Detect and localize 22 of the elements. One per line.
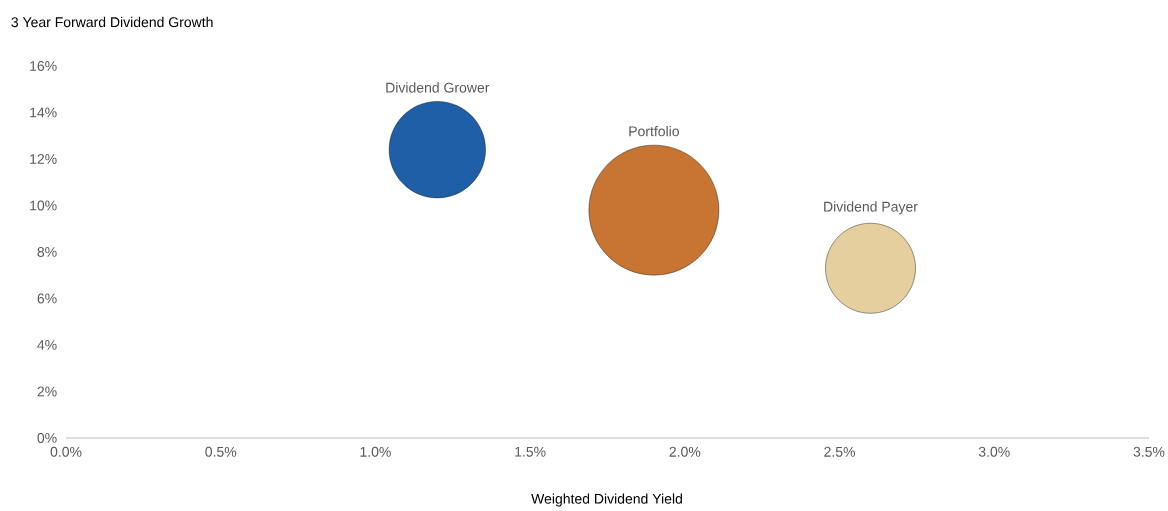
series-label: Dividend Payer (824, 201, 918, 215)
x-tick-label: 0.5% (205, 446, 237, 457)
series-label: Dividend Grower (386, 82, 490, 93)
series-label: Portfolio (629, 125, 679, 137)
x-tick-label: 1.5% (515, 446, 546, 457)
y-tick-label: 10% (30, 200, 57, 211)
x-tick-label: 1.0% (360, 446, 391, 457)
y-tick-label: 0% (37, 433, 57, 443)
y-tick-label: 6% (37, 293, 57, 304)
y-tick-label: 4% (37, 340, 57, 350)
x-tick-label: 2.5% (824, 446, 855, 457)
y-tick-label: 2% (37, 386, 57, 397)
x-tick-label: 3.0% (978, 446, 1010, 457)
x-tick-label: 2.0% (669, 446, 701, 457)
y-tick-label: 8% (37, 247, 57, 257)
x-tick-label: 0.0% (50, 446, 82, 457)
y-tick-label: 12% (30, 154, 57, 164)
x-axis-title: Weighted Dividend Yield (531, 493, 682, 507)
y-tick-label: 14% (30, 107, 57, 118)
x-tick-label: 3.5% (1133, 446, 1165, 457)
y-axis-title: 3 Year Forward Dividend Growth (11, 16, 213, 28)
y-tick-label: 16% (30, 61, 57, 71)
